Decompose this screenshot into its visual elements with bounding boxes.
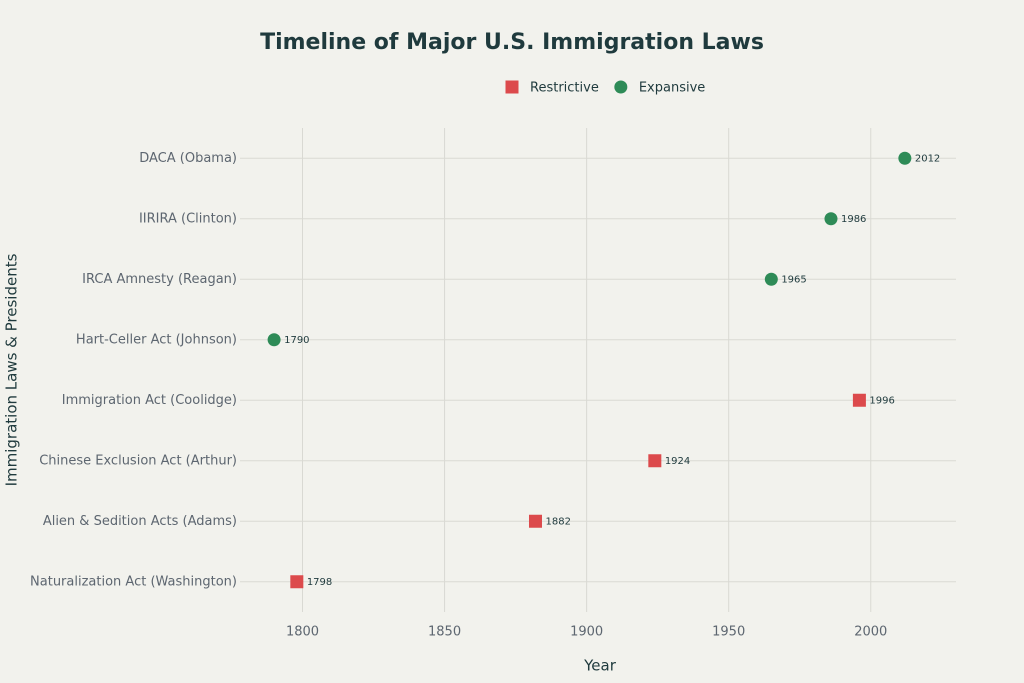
data-label: 1924 [665,456,690,467]
data-point [898,151,912,165]
data-label: 2012 [915,153,940,164]
legend-label: Restrictive [530,81,599,96]
x-tick-label: 1800 [286,625,319,640]
data-point [852,393,866,407]
data-point [824,212,838,226]
data-label: 1790 [284,335,309,346]
y-tick-label: Alien & Sedition Acts (Adams) [43,514,237,529]
y-tick-label: IRCA Amnesty (Reagan) [82,272,237,287]
y-tick-label: DACA (Obama) [139,151,237,166]
chart-title: Timeline of Major U.S. Immigration Laws [260,30,764,55]
legend: Restrictive Expansive [505,80,705,96]
x-tick-label: 1950 [712,625,745,640]
y-tick-label: IIRIRA (Clinton) [139,211,237,226]
y-axis-label: Immigration Laws & Presidents [3,253,21,486]
data-label: 1986 [841,214,866,225]
x-axis-label: Year [583,657,617,675]
data-point [267,333,281,347]
y-tick-label: Hart-Celler Act (Johnson) [76,332,237,347]
y-tick-label: Immigration Act (Coolidge) [62,393,237,408]
data-label: 1996 [869,395,894,406]
data-point [648,454,662,468]
data-point [528,514,542,528]
legend-marker [614,80,628,94]
x-tick-label: 1900 [570,625,603,640]
legend-label: Expansive [639,81,705,96]
data-label: 1965 [781,274,806,285]
data-label: 1882 [545,516,570,527]
legend-marker [505,80,519,94]
y-tick-label: Naturalization Act (Washington) [30,574,237,589]
data-point [764,272,778,286]
y-tick-label: Chinese Exclusion Act (Arthur) [39,453,237,468]
data-label: 1798 [307,577,332,588]
data-point [290,575,304,589]
x-tick-label: 1850 [428,625,461,640]
x-tick-label: 2000 [854,625,887,640]
